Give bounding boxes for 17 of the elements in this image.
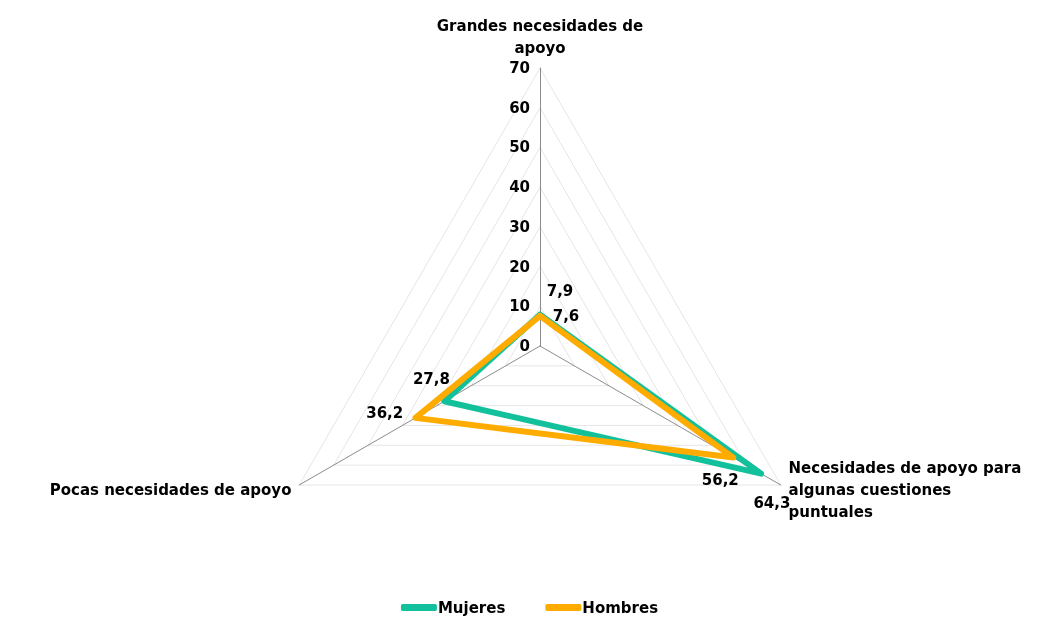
y-tick-label: 60 [509, 98, 530, 117]
y-tick-label: 50 [509, 138, 530, 157]
spoke-label: Grandes necesidades de apoyo [436, 17, 644, 57]
y-tick-label: 30 [509, 217, 530, 236]
y-tick-label: 40 [509, 178, 530, 197]
data-label: 56,2 [701, 471, 739, 490]
data-label: 7,9 [546, 281, 574, 300]
y-tick-label: 70 [509, 59, 530, 77]
legend-label: Mujeres [437, 598, 506, 617]
data-label: 27,8 [412, 369, 450, 388]
y-tick-label: 10 [509, 297, 530, 316]
y-tick-label: 0 [519, 337, 530, 355]
data-label: 36,2 [366, 403, 404, 422]
spoke-label: Pocas necesidades de apoyo [49, 480, 292, 499]
y-tick-label: 20 [509, 257, 530, 276]
data-label: 7,6 [552, 306, 580, 325]
legend-label: Hombres [582, 598, 659, 617]
